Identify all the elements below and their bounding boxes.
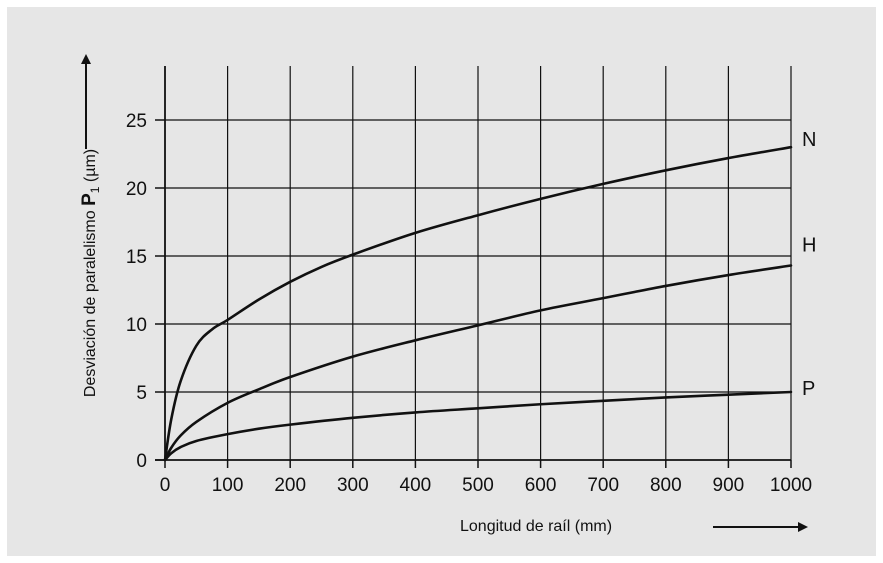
x-tick-label: 800 — [650, 475, 682, 496]
series-line-p — [163, 390, 793, 462]
y-axis-label-suffix: (µm) — [82, 149, 99, 187]
series-labels: N H P — [802, 129, 816, 400]
x-tick-label: 100 — [212, 475, 244, 496]
x-axis-label: Longitud de raíl (mm) — [460, 518, 612, 535]
x-tick-label: 0 — [160, 475, 171, 496]
chart-panel: 0 5 10 15 20 25 0 100 200 300 400 500 600 700 800 900 1… — [7, 7, 876, 556]
y-axis-label-prefix: Desviación de paralelismo — [82, 206, 99, 397]
x-tick-label: 500 — [462, 475, 494, 496]
y-axis-label-subscript: 1 — [88, 186, 102, 193]
line-chart: 0 5 10 15 20 25 0 100 200 300 400 500 600 700 800 900 1… — [79, 54, 816, 535]
x-tick-label: 900 — [713, 475, 745, 496]
series-lines — [163, 145, 793, 462]
y-tick-labels: 0 5 10 15 20 25 — [126, 111, 147, 472]
y-axis-label: Desviación de paralelismo P1 (µm) — [79, 149, 102, 397]
y-tick-label: 25 — [126, 111, 147, 132]
x-tick-label: 1000 — [770, 475, 812, 496]
series-line-h — [163, 264, 793, 462]
y-tick-label: 15 — [126, 247, 147, 268]
x-tick-label: 400 — [400, 475, 432, 496]
series-label-p: P — [802, 378, 815, 400]
y-tick-label: 0 — [136, 451, 147, 472]
x-tick-labels: 0 100 200 300 400 500 600 700 800 900 1000 — [160, 475, 812, 496]
y-tick-label: 10 — [126, 315, 147, 336]
x-tick-label: 700 — [587, 475, 619, 496]
series-label-n: N — [802, 129, 816, 151]
axes — [155, 66, 792, 468]
x-tick-label: 200 — [274, 475, 306, 496]
y-axis-label-symbol: P — [79, 193, 100, 206]
series-line-n — [163, 145, 793, 462]
series-label-h: H — [802, 235, 816, 257]
grid — [165, 66, 792, 460]
x-tick-label: 300 — [337, 475, 369, 496]
x-tick-label: 600 — [525, 475, 557, 496]
y-tick-label: 5 — [136, 383, 147, 404]
y-tick-label: 20 — [126, 179, 147, 200]
